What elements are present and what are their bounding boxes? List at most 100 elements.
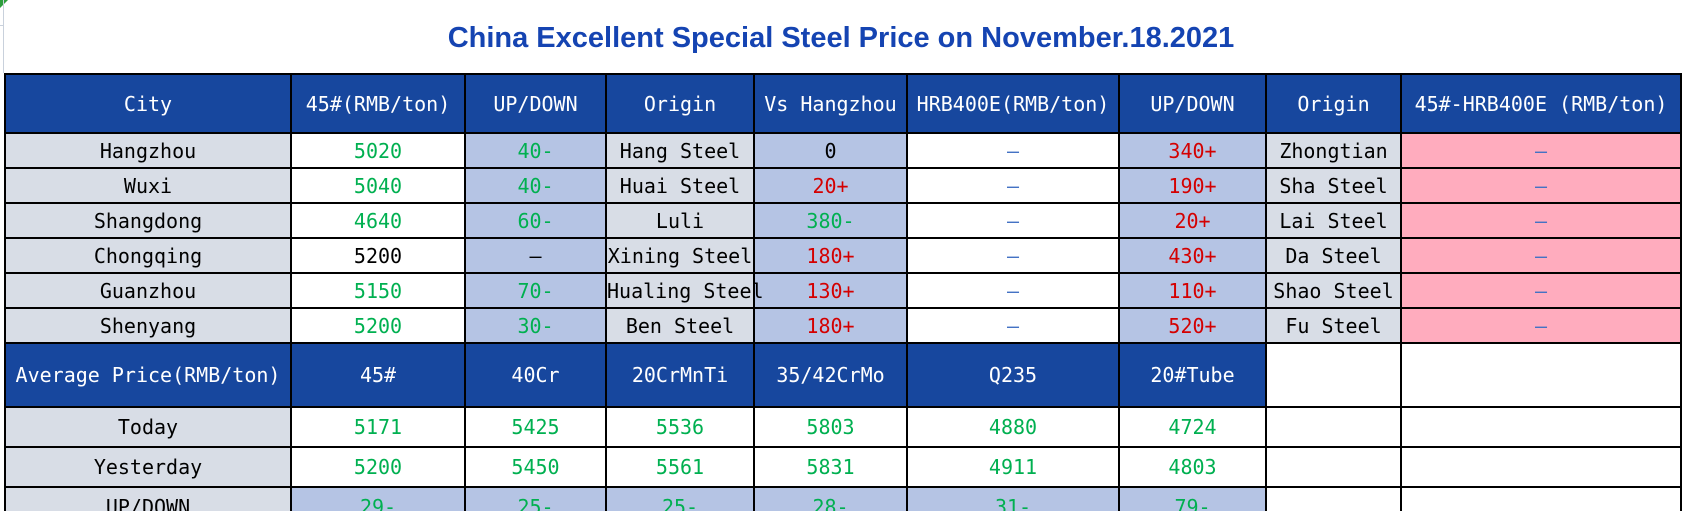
cell-diff: – <box>1400 307 1682 344</box>
cell-origin2: Zhongtian <box>1265 132 1402 169</box>
cell-updown2: 110+ <box>1118 272 1267 309</box>
cell-origin1: Hualing Steel <box>605 272 764 309</box>
cell-city: Chongqing <box>4 237 292 274</box>
table-row: Guanzhou 5150 70- Hualing Steel 130+ – 1… <box>4 272 1682 309</box>
table-row: Wuxi 5040 40- Huai Steel 20+ – 190+ Sha … <box>4 167 1682 204</box>
cell-diff: – <box>1400 237 1682 274</box>
cell-vs-hangzhou: 20+ <box>753 167 908 204</box>
cell-hrb400e: – <box>906 272 1120 309</box>
avg-label-header: Average Price(RMB/ton) <box>4 342 292 408</box>
cell-price45: 5200 <box>290 237 466 274</box>
avg-value: 4880 <box>906 406 1120 448</box>
price-table: City 45#(RMB/ton) UP/DOWN Origin Vs Hang… <box>4 73 1682 511</box>
table-row: Shenyang 5200 30- Ben Steel 180+ – 520+ … <box>4 307 1682 344</box>
cell-hrb400e: – <box>906 132 1120 169</box>
col-header-hrb400e: HRB400E(RMB/ton) <box>906 73 1120 134</box>
avg-value: 5831 <box>753 446 908 488</box>
cell-city: Guanzhou <box>4 272 292 309</box>
cell-vs-hangzhou: 180+ <box>753 237 908 274</box>
empty-cell <box>1265 486 1402 511</box>
cell-updown1: 60- <box>464 202 607 239</box>
col-header-city: City <box>4 73 292 134</box>
cell-updown1: 40- <box>464 132 607 169</box>
col-header-updown2: UP/DOWN <box>1118 73 1267 134</box>
avg-value: 5171 <box>290 406 466 448</box>
avg-value: 29- <box>290 486 466 511</box>
cell-vs-hangzhou: 0 <box>753 132 908 169</box>
gridline <box>0 25 3 26</box>
avg-value: 28- <box>753 486 908 511</box>
cell-vs-hangzhou: 180+ <box>753 307 908 344</box>
cell-city: Wuxi <box>4 167 292 204</box>
cell-origin1: Luli <box>605 202 755 239</box>
page-title: China Excellent Special Steel Price on N… <box>447 22 1235 54</box>
empty-cell <box>1400 342 1682 408</box>
avg-value: 79- <box>1118 486 1267 511</box>
cell-hrb400e: – <box>906 202 1120 239</box>
gridline <box>3 0 4 73</box>
avg-value: 5200 <box>290 446 466 488</box>
col-header-updown1: UP/DOWN <box>464 73 607 134</box>
col-header-diff: 45#-HRB400E (RMB/ton) <box>1400 73 1682 134</box>
cell-hrb400e: – <box>906 237 1120 274</box>
cell-updown2: 20+ <box>1118 202 1267 239</box>
cell-diff: – <box>1400 202 1682 239</box>
table-row: Hangzhou 5020 40- Hang Steel 0 – 340+ Zh… <box>4 132 1682 169</box>
avg-value: 25- <box>605 486 755 511</box>
cell-origin2: Lai Steel <box>1265 202 1402 239</box>
cell-updown1: 70- <box>464 272 607 309</box>
cell-price45: 5200 <box>290 307 466 344</box>
cell-origin1: Ben Steel <box>605 307 755 344</box>
cell-origin2: Shao Steel <box>1265 272 1402 309</box>
empty-cell <box>1265 342 1402 408</box>
corner-marker-icon <box>0 0 8 8</box>
cell-price45: 4640 <box>290 202 466 239</box>
cell-price45: 5150 <box>290 272 466 309</box>
cell-price45: 5020 <box>290 132 466 169</box>
empty-cell <box>1400 446 1682 488</box>
empty-cell <box>1400 486 1682 511</box>
cell-origin2: Sha Steel <box>1265 167 1402 204</box>
empty-cell <box>1265 446 1402 488</box>
empty-cell <box>1400 406 1682 448</box>
average-row-updown: UP/DOWN 29- 25- 25- 28- 31- 79- <box>4 486 1682 511</box>
cell-updown1: – <box>464 237 607 274</box>
table-header-row: City 45#(RMB/ton) UP/DOWN Origin Vs Hang… <box>4 73 1682 134</box>
avg-col-q235: Q235 <box>906 342 1120 408</box>
avg-col-20tube: 20#Tube <box>1118 342 1267 408</box>
avg-col-40cr: 40Cr <box>464 342 607 408</box>
cell-diff: – <box>1400 167 1682 204</box>
cell-vs-hangzhou: 380- <box>753 202 908 239</box>
cell-updown1: 30- <box>464 307 607 344</box>
avg-value: 5561 <box>605 446 755 488</box>
avg-value: 31- <box>906 486 1120 511</box>
col-header-vs-hangzhou: Vs Hangzhou <box>753 73 908 134</box>
row-label: UP/DOWN <box>4 486 292 511</box>
cell-vs-hangzhou: 130+ <box>753 272 908 309</box>
table-row: Shangdong 4640 60- Luli 380- – 20+ Lai S… <box>4 202 1682 239</box>
avg-value: 5536 <box>605 406 755 448</box>
cell-updown2: 520+ <box>1118 307 1267 344</box>
avg-col-3542crmo: 35/42CrMo <box>753 342 908 408</box>
average-header-row: Average Price(RMB/ton) 45# 40Cr 20CrMnTi… <box>4 342 1682 408</box>
avg-value: 4724 <box>1118 406 1267 448</box>
cell-price45: 5040 <box>290 167 466 204</box>
cell-origin1: Hang Steel <box>605 132 755 169</box>
cell-origin1: Xining Steel <box>605 237 755 274</box>
col-header-origin2: Origin <box>1265 73 1402 134</box>
cell-updown2: 190+ <box>1118 167 1267 204</box>
table-row: Chongqing 5200 – Xining Steel 180+ – 430… <box>4 237 1682 274</box>
avg-value: 5425 <box>464 406 607 448</box>
cell-hrb400e: – <box>906 307 1120 344</box>
avg-col-45: 45# <box>290 342 466 408</box>
average-row-yesterday: Yesterday 5200 5450 5561 5831 4911 4803 <box>4 446 1682 488</box>
cell-city: Shangdong <box>4 202 292 239</box>
avg-value: 4803 <box>1118 446 1267 488</box>
cell-city: Shenyang <box>4 307 292 344</box>
cell-updown2: 430+ <box>1118 237 1267 274</box>
avg-value: 5450 <box>464 446 607 488</box>
cell-updown1: 40- <box>464 167 607 204</box>
col-header-45: 45#(RMB/ton) <box>290 73 466 134</box>
cell-origin2: Da Steel <box>1265 237 1402 274</box>
